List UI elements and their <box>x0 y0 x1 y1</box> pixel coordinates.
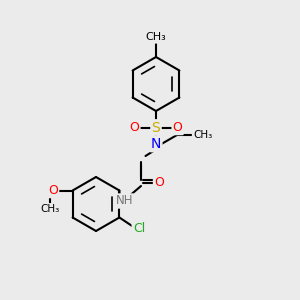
Text: S: S <box>152 121 160 134</box>
Text: N: N <box>151 137 161 151</box>
Text: CH₃: CH₃ <box>193 130 212 140</box>
Text: CH₃: CH₃ <box>146 32 167 43</box>
Text: O: O <box>48 184 58 197</box>
Text: NH: NH <box>116 194 133 208</box>
Text: O: O <box>173 121 182 134</box>
Text: O: O <box>130 121 139 134</box>
Text: Cl: Cl <box>133 221 145 235</box>
Text: O: O <box>154 176 164 190</box>
Text: CH₃: CH₃ <box>40 204 60 214</box>
